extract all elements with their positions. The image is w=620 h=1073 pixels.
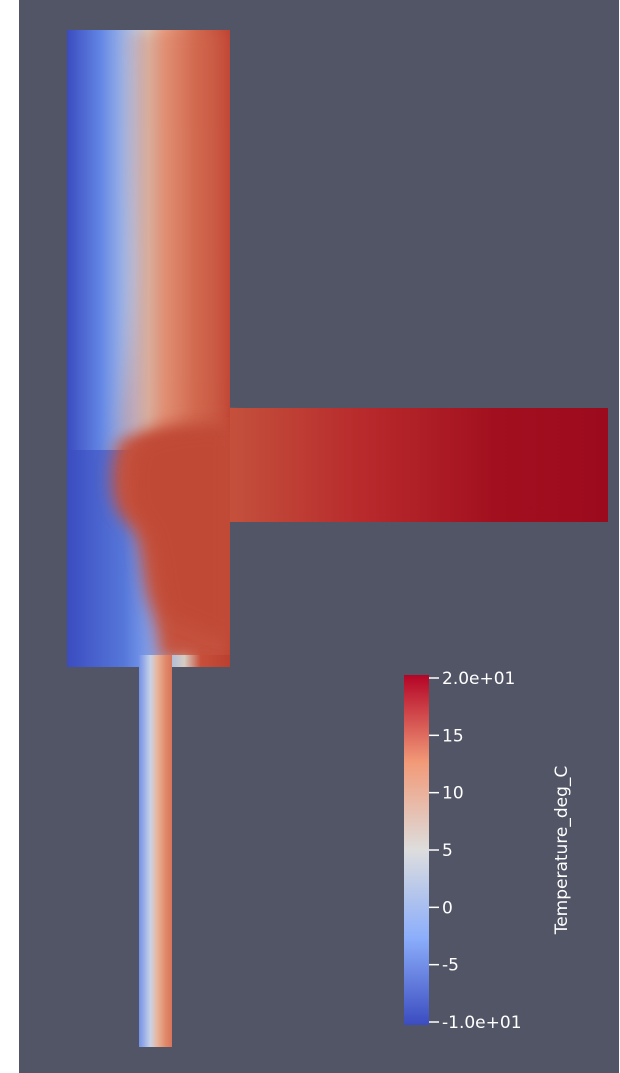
scalar-bar: 2.0e+01 15 10 5 0 -5 -1.0e+01 Temperature_deg_… xyxy=(404,669,572,1033)
scalar-bar-tick-label: -1.0e+01 xyxy=(442,1013,522,1033)
scalar-bar-gradient xyxy=(404,675,429,1025)
temperature-field-render: 2.0e+01 15 10 5 0 -5 -1.0e+01 Temperature_deg_… xyxy=(67,30,608,1047)
render-viewport[interactable]: 2.0e+01 15 10 5 0 -5 -1.0e+01 Temperature_deg_… xyxy=(19,0,619,1073)
scalar-bar-tick-label: 2.0e+01 xyxy=(442,669,515,689)
scalar-bar-tick-label: 0 xyxy=(442,898,453,918)
outlet-pipe xyxy=(139,655,172,1047)
scalar-bar-ticks: 2.0e+01 15 10 5 0 -5 -1.0e+01 xyxy=(429,669,522,1033)
scalar-bar-tick-label: 5 xyxy=(442,841,453,861)
scalar-bar-tick-label: 10 xyxy=(442,784,464,804)
scalar-bar-tick-label: -5 xyxy=(442,956,459,976)
scalar-bar-title: Temperature_deg_C xyxy=(552,766,572,936)
inlet-arm xyxy=(230,408,608,522)
upper-warm-transition xyxy=(119,30,230,430)
scalar-bar-tick-label: 15 xyxy=(442,726,464,746)
warm-plume-core xyxy=(132,429,230,640)
